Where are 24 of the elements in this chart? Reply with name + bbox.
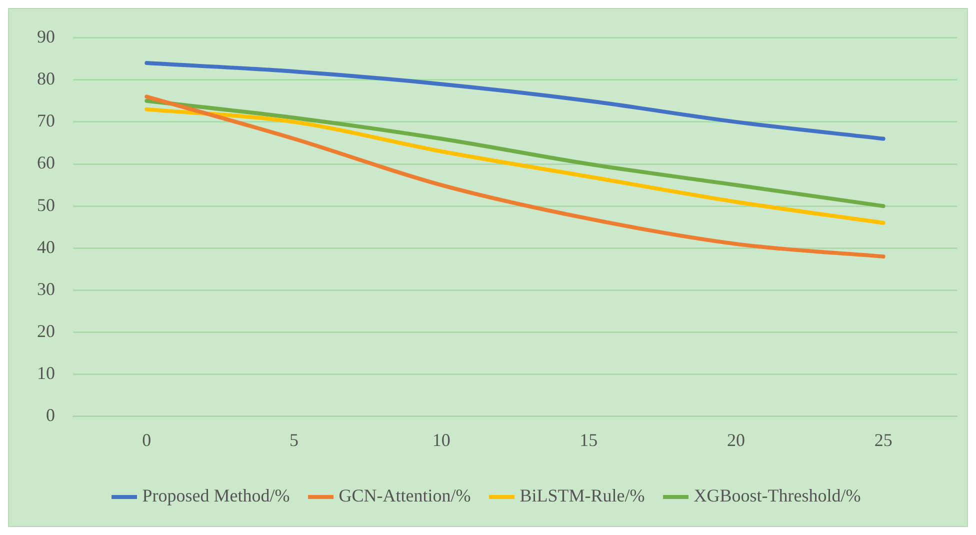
- y-tick-label: 30: [37, 278, 55, 299]
- y-tick-label: 20: [37, 321, 55, 341]
- y-tick-label: 60: [37, 152, 55, 173]
- x-tick-label: 15: [580, 430, 598, 450]
- x-tick-label: 0: [142, 430, 152, 450]
- y-tick-label: 80: [37, 68, 55, 89]
- line-series: [144, 61, 886, 141]
- y-tick-label: 50: [37, 194, 55, 215]
- legend-label: Proposed Method/%: [142, 486, 290, 506]
- legend-label: GCN-Attention/%: [338, 486, 471, 506]
- y-tick-label: 10: [37, 363, 55, 384]
- x-tick-label: 20: [727, 430, 745, 450]
- x-tick-label: 25: [874, 430, 892, 450]
- line-series: [144, 98, 886, 208]
- legend-label: XGBoost-Threshold/%: [694, 486, 861, 506]
- legend-label: BiLSTM-Rule/%: [520, 486, 645, 506]
- y-tick-label: 70: [37, 110, 55, 131]
- y-tick-label: 0: [46, 405, 55, 426]
- y-tick-label: 40: [37, 236, 55, 257]
- y-tick-label: 90: [37, 26, 55, 47]
- x-tick-label: 5: [290, 430, 298, 450]
- line-series: [144, 94, 886, 259]
- x-tick-label: 10: [432, 430, 450, 450]
- line-series: [144, 107, 886, 225]
